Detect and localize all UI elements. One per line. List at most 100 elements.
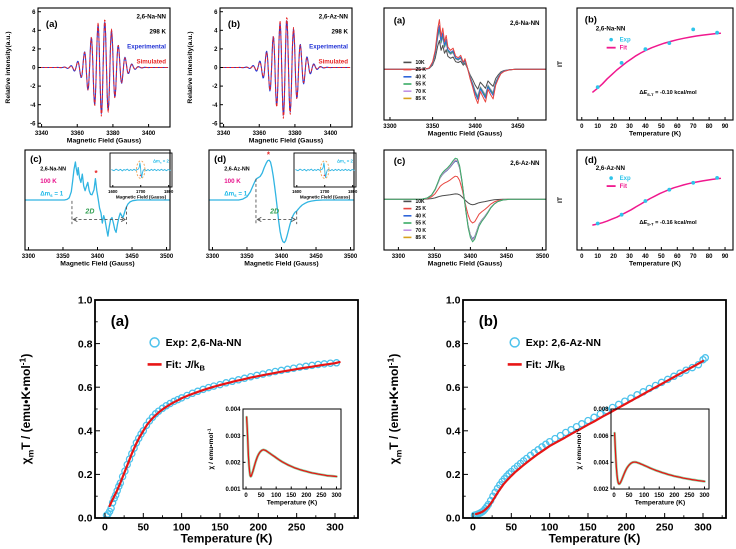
x-tick-label: 150 <box>654 493 665 499</box>
legend-label: 40 K <box>415 74 426 80</box>
x-tick-label: 250 <box>684 493 695 499</box>
x-tick-label: 300 <box>331 493 342 499</box>
series-exp-circles <box>545 437 554 446</box>
chart-tr_a: 3300 3350 3400 3450 Magentic Field (Gauss) 10… <box>383 7 547 138</box>
x-tick-label: 3340 <box>35 131 49 137</box>
series-exp-circles <box>578 420 586 428</box>
x-tick-label: 3360 <box>71 131 85 137</box>
x-axis-label: Temperature (K) <box>549 532 641 546</box>
annotation: Δms = 2 <box>153 159 170 165</box>
x-tick-label: 3350 <box>56 254 70 260</box>
y-axis-label: Relative intensity(a.u.) <box>187 31 194 103</box>
x-tick-label: 90 <box>722 124 729 130</box>
series-epr-100k-trace <box>209 159 354 244</box>
annotation: * <box>267 150 271 159</box>
series-fit-red <box>613 432 706 485</box>
chart-bot_a_inset: 0 50 100 150 200 250 300 0.001 0.002 0.003 0.004 Te… <box>206 407 342 506</box>
x-tick-label: 3500 <box>344 254 358 260</box>
x-tick-label: 3350 <box>426 124 440 130</box>
axes-frame <box>610 408 710 490</box>
y-tick-label: 0.6 <box>78 382 93 394</box>
x-tick-label: 70 <box>690 124 697 130</box>
x-tick-label: 40 <box>642 254 649 260</box>
legend-label: 25 K <box>415 206 426 212</box>
x-tick-label: 3400 <box>91 254 105 260</box>
annotation: (a) <box>394 16 406 27</box>
x-tick-label: 200 <box>301 493 312 499</box>
x-tick-label: 90 <box>722 254 729 260</box>
y-tick-label: 2 <box>32 47 36 53</box>
x-tick-label: 3500 <box>160 254 174 260</box>
x-tick-label: 60 <box>674 124 681 130</box>
x-tick-label: 50 <box>626 493 633 499</box>
x-tick-label: 3300 <box>22 254 36 260</box>
x-tick-label: 0 <box>470 522 476 534</box>
legend-swatch-dot <box>609 176 613 180</box>
y-tick-label: 0.4 <box>446 425 461 437</box>
series-exp-circles <box>682 366 690 374</box>
x-tick-label: 3300 <box>383 124 397 130</box>
x-tick-label: 100 <box>173 522 191 534</box>
x-tick-label: 80 <box>706 124 713 130</box>
y-tick-label: 1.0 <box>446 295 461 307</box>
series-exp-circles <box>139 427 148 435</box>
x-tick-label: 200 <box>669 493 680 499</box>
y-axis-label: IT <box>557 196 564 203</box>
y-tick-label: -2 <box>30 84 36 90</box>
series-simulated <box>39 19 169 117</box>
y-tick-label: 4 <box>214 28 218 34</box>
x-tick-label: 3340 <box>217 131 231 137</box>
x-tick-label: 300 <box>699 493 710 499</box>
series-exp <box>691 180 696 185</box>
x-tick-label: 20 <box>610 254 617 260</box>
series-exp-green <box>613 431 706 486</box>
series-exp <box>595 85 600 89</box>
y-tick-label: 0.2 <box>446 469 461 481</box>
x-tick-label: 1600 <box>292 189 302 194</box>
x-axis-label: Magnetic Field (Gauss) <box>67 138 141 145</box>
x-tick-label: 100 <box>639 493 650 499</box>
series-experimental <box>39 22 169 114</box>
panel-vt-epr-az-nn: 3300 3350 3400 3450 3500 Magnetic Field (Gaus… <box>383 149 550 268</box>
y-tick-label: 0 <box>214 66 218 72</box>
x-tick-label: 3360 <box>253 131 267 137</box>
y-tick-label: 0.002 <box>225 460 241 466</box>
x-tick-label: 3380 <box>106 131 120 137</box>
panel-it-fit-az-nn: 0 10 20 30 40 50 60 70 80 90 Temperature (K) IT Exp F… <box>557 149 734 268</box>
x-tick-label: 60 <box>674 254 681 260</box>
y-tick-label: 0.0 <box>78 513 93 525</box>
highlight-ellipse <box>320 160 330 179</box>
x-axis-label: Temperature (K) <box>635 500 685 507</box>
x-axis-label: Magnetic Field (Gauss) <box>60 261 134 268</box>
x-tick-label: 3400 <box>464 254 478 260</box>
series-exp <box>667 41 672 45</box>
legend-swatch-dot <box>609 37 613 42</box>
x-tick-label: 250 <box>656 522 674 534</box>
legend-label: 85 K <box>415 235 426 241</box>
annotation: 2,6-Az-NN <box>224 167 250 173</box>
x-tick-label: 250 <box>316 493 327 499</box>
annotation: 2D <box>269 208 279 215</box>
annotation: 100 K <box>40 178 57 185</box>
x-tick-label: 1700 <box>320 189 330 194</box>
annotation: * <box>95 169 99 178</box>
x-tick-label: 10 <box>594 254 601 260</box>
x-tick-label: 3450 <box>309 254 323 260</box>
y-tick-label: 2 <box>214 47 218 53</box>
legend-label: Fit <box>620 46 627 52</box>
axes-frame <box>383 149 547 251</box>
y-tick-label: -6 <box>30 121 36 127</box>
x-tick-label: 3500 <box>536 254 550 260</box>
legend-label: Fit: J/kB <box>166 359 206 373</box>
legend-label: Fit: J/kB <box>526 359 566 373</box>
annotation: ΔES-T = -0.10 kcal/mol <box>639 90 697 97</box>
panel-vt-epr-na-nn: 3300 3350 3400 3450 Magentic Field (Gauss) 10… <box>383 7 547 138</box>
y-axis-label: χmT / (emu•K•mol-1) <box>385 354 403 465</box>
y-tick-label: 0.008 <box>593 407 609 413</box>
chart-tl_c: 3300 3350 3400 3450 3500 Magnetic Field (Gaus… <box>22 149 174 268</box>
axes-frame <box>383 7 547 121</box>
series-exp <box>667 187 672 192</box>
y-tick-label: 0.8 <box>446 338 461 350</box>
